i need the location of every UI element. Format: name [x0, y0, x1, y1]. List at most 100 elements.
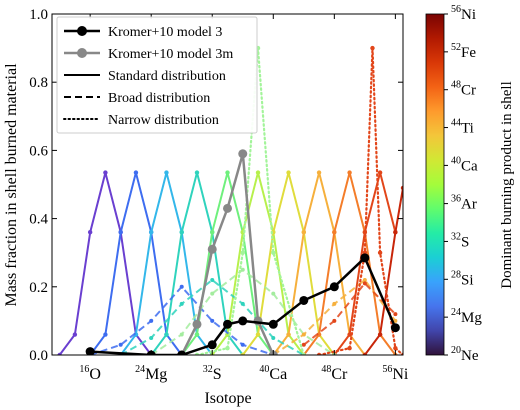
standard-series-point — [133, 170, 139, 175]
x-tick-element: S — [213, 366, 222, 383]
broad-series-point — [179, 301, 184, 306]
x-tick-mass: 16 — [79, 364, 89, 375]
colorbar-tick-label: 56Ni — [451, 4, 476, 23]
colorbar-tick-element: Cr — [461, 83, 476, 99]
broad-series-point — [210, 318, 215, 323]
colorbar-tick-label: 24Mg — [451, 307, 482, 326]
narrow-series-point — [347, 345, 352, 351]
x-tick-element: Ni — [392, 366, 409, 383]
x-tick-label: 24Mg — [135, 364, 167, 383]
colorbar-tick-element: Ca — [461, 158, 478, 174]
narrow-series-point — [194, 352, 200, 355]
legend: Kromer+10 model 3 Kromer+10 model 3m Stand… — [56, 16, 258, 134]
model-3m-series-point — [223, 203, 232, 213]
narrow-series-point — [370, 45, 375, 51]
x-tick-element: O — [89, 366, 101, 383]
broad-series-point — [301, 342, 306, 347]
standard-series-point — [148, 230, 154, 235]
standard-series-point — [103, 332, 108, 337]
broad-series-point — [393, 318, 398, 323]
standard-series-point — [118, 230, 123, 235]
colorbar-tick-mass: 44 — [451, 118, 461, 129]
y-tick-label: 0.4 — [29, 212, 48, 228]
legend-label: Broad distribution — [108, 91, 210, 106]
standard-series-point — [164, 332, 169, 337]
legend-entry: Broad distribution — [64, 91, 210, 106]
x-tick-element: Ca — [269, 366, 287, 383]
colorbar-tick-label: 36Ar — [451, 194, 477, 213]
standard-series-point — [57, 352, 62, 355]
model-3m-series — [177, 149, 278, 355]
x-tick-mass: 56 — [382, 364, 392, 375]
colorbar-tick-mass: 24 — [451, 307, 461, 318]
colorbar-tick-mass: 32 — [451, 231, 461, 242]
standard-series-point — [103, 170, 108, 175]
standard-series-point — [362, 352, 368, 355]
broad-series-point — [179, 284, 184, 289]
model-3m-series-point — [207, 244, 217, 254]
standard-series-point — [164, 170, 169, 175]
colorbar-tick-element: Ne — [461, 348, 479, 364]
model-3-series-point — [390, 323, 400, 333]
colorbar-tick-mass: 48 — [451, 80, 461, 91]
broad-series-point — [149, 318, 154, 323]
narrow-series-point — [225, 345, 230, 351]
standard-series-point — [286, 332, 291, 337]
model-3-series-point — [299, 295, 309, 305]
broad-series-point — [240, 301, 245, 306]
model-3-series-point — [329, 282, 339, 292]
broad-series-point — [118, 342, 123, 347]
broad-series-point — [301, 332, 306, 337]
standard-series-point — [286, 170, 291, 175]
y-tick-label: 1.0 — [29, 7, 48, 23]
x-tick-element: Cr — [331, 366, 348, 383]
x-tick-mass: 24 — [135, 364, 145, 375]
model-3m-series-point — [192, 319, 202, 329]
y-tick-label: 0.2 — [29, 280, 48, 296]
legend-label: Narrow distribution — [108, 113, 219, 128]
x-tick-element: Mg — [145, 366, 167, 383]
standard-series-point — [377, 332, 383, 337]
broad-series-point — [393, 312, 398, 317]
standard-series-point — [194, 332, 200, 337]
x-tick-label: 48Cr — [321, 364, 348, 383]
model-3-series-point — [238, 316, 248, 326]
standard-series-point — [225, 332, 230, 337]
broad-series-point — [271, 291, 276, 296]
broad-series-point — [210, 277, 215, 282]
x-tick-mass: 32 — [203, 364, 213, 375]
colorbar-tick-element: Fe — [461, 45, 476, 61]
colorbar-tick-element: Mg — [461, 310, 482, 326]
legend-box — [56, 16, 258, 134]
colorbar-tick-element: Ti — [461, 121, 474, 137]
standard-series-line — [363, 187, 403, 355]
broad-series-point — [362, 277, 367, 282]
legend-label: Standard distribution — [108, 69, 226, 84]
narrow-series-point — [377, 250, 383, 255]
colorbar-tick-element: Ar — [461, 197, 477, 213]
y-axis: 0.0 0.2 0.4 0.6 0.8 1.0 — [29, 7, 403, 364]
broad-series-point — [271, 335, 276, 340]
narrow-series-point — [240, 250, 245, 255]
colorbar-tick-mass: 40 — [451, 155, 461, 166]
standard-series-point — [400, 185, 403, 191]
legend-marker — [77, 26, 87, 36]
broad-series-point — [332, 301, 337, 306]
x-tick-label: 40Ca — [259, 364, 287, 383]
narrow-series-point — [271, 250, 276, 255]
legend-entry: Narrow distribution — [63, 113, 219, 128]
broad-series-point — [179, 332, 184, 337]
broad-series-point — [240, 267, 245, 272]
broad-series-point — [332, 318, 337, 323]
standard-series-point — [225, 170, 230, 175]
standard-series-point — [347, 170, 352, 175]
standard-series-point — [255, 332, 261, 337]
narrow-series — [316, 45, 403, 355]
standard-series-point — [377, 170, 383, 175]
legend-marker — [77, 48, 87, 58]
legend-label: Kromer+10 model 3 — [108, 25, 222, 40]
model-3-series-point — [360, 253, 370, 263]
model-3-series-point — [177, 350, 187, 355]
standard-series-point — [393, 230, 398, 235]
